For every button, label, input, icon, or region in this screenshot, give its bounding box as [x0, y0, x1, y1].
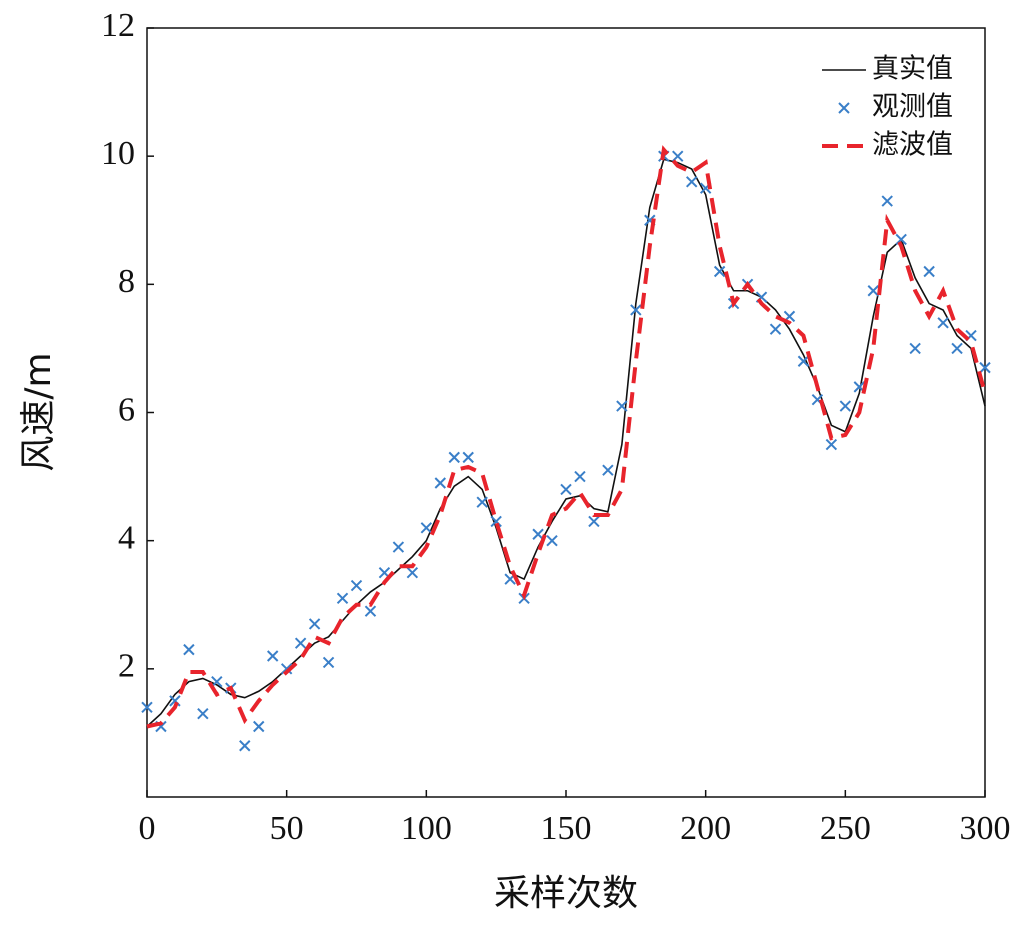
- series-marker: [141, 701, 153, 713]
- y-tick-label: 2: [118, 648, 135, 685]
- series-marker: [937, 317, 949, 329]
- series-marker: [280, 663, 293, 675]
- series-marker: [406, 567, 419, 579]
- series-marker: [420, 522, 433, 534]
- series-marker: [364, 605, 377, 617]
- series-marker: [616, 400, 628, 412]
- series-marker: [825, 438, 838, 451]
- series-marker: [336, 592, 349, 605]
- series-marker: [322, 656, 335, 669]
- x-tick-label: 0: [139, 810, 156, 847]
- series-marker: [923, 265, 935, 278]
- legend-label: 滤波值: [872, 130, 953, 161]
- series-marker: [448, 451, 460, 464]
- series-marker: [490, 515, 502, 528]
- series-marker: [253, 720, 265, 733]
- series-marker: [769, 323, 782, 335]
- series-marker: [266, 650, 279, 662]
- series-marker: [713, 265, 726, 278]
- series-marker: [532, 528, 544, 540]
- series-marker: [881, 195, 893, 207]
- series-marker: [951, 342, 963, 355]
- series-marker: [797, 355, 810, 367]
- y-tick-label: 12: [101, 7, 135, 44]
- series-marker: [602, 464, 614, 476]
- legend-marker: [838, 102, 850, 114]
- x-tick-label: 200: [680, 810, 731, 847]
- series-line: [146, 158, 986, 728]
- series-marker: [546, 534, 558, 547]
- y-tick-label: 10: [101, 135, 135, 172]
- series-marker: [183, 643, 195, 656]
- y-tick-label: 8: [118, 263, 135, 300]
- series-marker: [630, 304, 642, 316]
- series-marker: [434, 477, 447, 489]
- series-marker: [672, 150, 684, 162]
- series-marker: [392, 541, 405, 553]
- series-marker: [909, 342, 921, 355]
- x-tick-label: 250: [820, 810, 871, 847]
- x-axis-label: 采样次数: [494, 873, 638, 914]
- series-marker: [197, 707, 209, 720]
- series-marker: [350, 579, 363, 592]
- y-tick-label: 4: [118, 519, 135, 556]
- x-tick-label: 100: [401, 810, 452, 847]
- series-marker: [574, 470, 586, 483]
- legend-label: 真实值: [872, 54, 953, 85]
- x-tick-label: 150: [541, 810, 592, 847]
- x-tick-label: 50: [270, 810, 304, 847]
- y-tick-label: 6: [118, 391, 135, 428]
- series-marker: [588, 515, 600, 528]
- series-line: [146, 145, 987, 729]
- series-marker: [211, 675, 223, 688]
- series-marker: [239, 740, 251, 752]
- series-marker: [308, 618, 321, 630]
- series-marker: [685, 176, 698, 188]
- series-marker: [560, 483, 572, 496]
- series-marker: [839, 400, 852, 412]
- series-marker: [476, 496, 488, 508]
- legend-label: 观测值: [872, 92, 953, 123]
- series-marker: [979, 361, 991, 374]
- series-marker: [867, 285, 879, 297]
- y-axis-label: 风速/m: [18, 352, 59, 471]
- x-tick-label: 300: [960, 810, 1011, 847]
- series-marker: [294, 637, 307, 649]
- series-marker: [462, 451, 474, 464]
